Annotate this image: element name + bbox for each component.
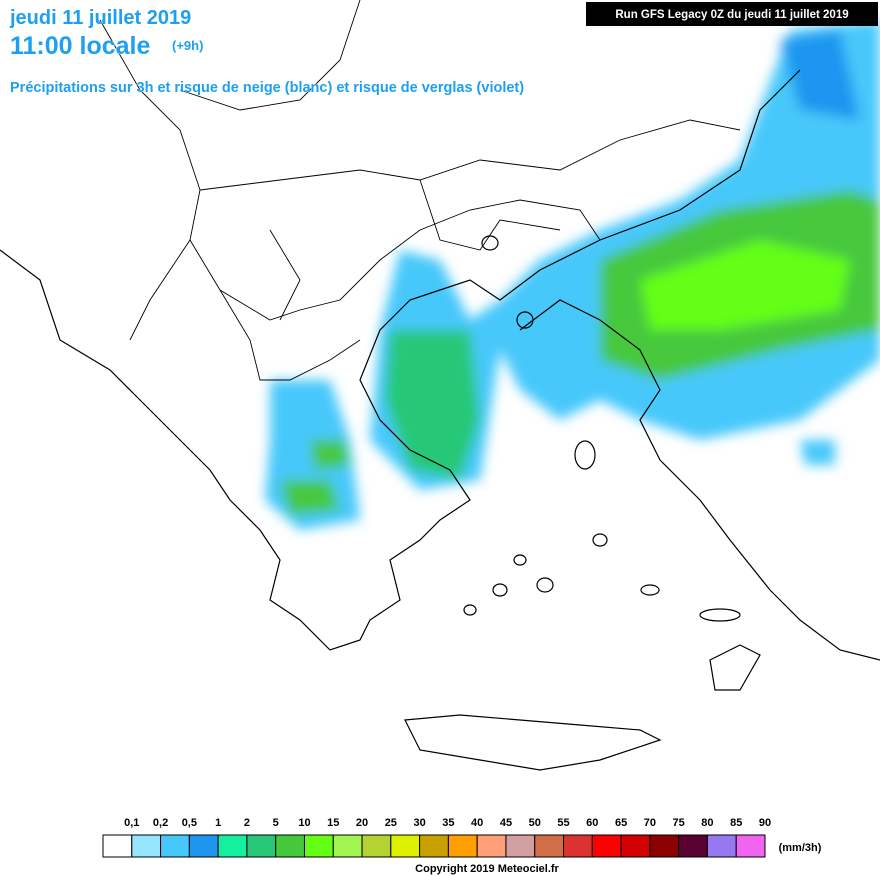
legend-label: 20	[356, 817, 368, 829]
date-title: jeudi 11 juillet 2019	[9, 7, 191, 29]
copyright: Copyright 2019 Meteociel.fr	[415, 863, 559, 875]
islands	[463, 235, 741, 622]
legend-swatch	[534, 834, 565, 858]
legend-label: 55	[557, 817, 569, 829]
legend-swatch	[447, 834, 478, 858]
legend-label: 0,1	[124, 817, 139, 829]
legend-swatch	[620, 834, 651, 858]
legend-label: 35	[442, 817, 454, 829]
coastlines	[0, 0, 880, 771]
subtitle: Précipitations sur 3h et risque de neige…	[10, 80, 524, 96]
legend-label: 45	[500, 817, 512, 829]
run-label: Run GFS Legacy 0Z du jeudi 11 juillet 20…	[615, 9, 848, 21]
legend-swatch	[649, 834, 680, 858]
legend-label: 25	[385, 817, 397, 829]
legend-swatch	[102, 834, 133, 858]
legend-label: 30	[413, 817, 425, 829]
legend-swatch	[131, 834, 162, 858]
precipitation-field	[265, 20, 880, 530]
legend-swatch	[246, 834, 277, 858]
legend-swatch	[419, 834, 449, 858]
legend-swatch	[361, 834, 392, 858]
legend-swatch	[390, 834, 421, 858]
legend: 0,1 0,2 0,5 1 2 5 10 15 20 25 30 35 40 45 50 55 60 65 70 75…	[102, 817, 771, 858]
legend-swatch	[735, 834, 766, 858]
legend-label: 60	[586, 817, 598, 829]
legend-label: 0,5	[182, 817, 197, 829]
legend-label: 70	[644, 817, 656, 829]
legend-label: 0,2	[153, 817, 168, 829]
legend-swatch	[332, 834, 363, 858]
legend-label: 1	[215, 817, 221, 829]
legend-swatch	[706, 834, 737, 858]
legend-label: 40	[471, 817, 483, 829]
legend-label: 2	[244, 817, 250, 829]
legend-label: 90	[759, 817, 771, 829]
legend-swatch	[275, 834, 305, 858]
legend-label: 50	[529, 817, 541, 829]
legend-swatch	[591, 834, 622, 858]
legend-label: 5	[273, 817, 279, 829]
legend-swatch	[188, 834, 219, 858]
legend-unit: (mm/3h)	[779, 842, 822, 854]
time-offset: (+9h)	[172, 38, 203, 53]
legend-label: 65	[615, 817, 627, 829]
legend-label: 15	[327, 817, 339, 829]
legend-swatch	[505, 834, 536, 858]
legend-swatch	[678, 834, 708, 858]
legend-swatch	[476, 834, 507, 858]
legend-swatch	[217, 834, 248, 858]
time-title: 11:00 locale	[10, 32, 150, 60]
legend-swatch	[563, 834, 593, 858]
legend-label: 10	[298, 817, 310, 829]
legend-label: 80	[701, 817, 713, 829]
run-box	[586, 2, 878, 26]
legend-label: 85	[730, 817, 742, 829]
legend-swatch	[303, 834, 334, 858]
legend-label: 75	[673, 817, 685, 829]
legend-swatch	[160, 834, 190, 858]
